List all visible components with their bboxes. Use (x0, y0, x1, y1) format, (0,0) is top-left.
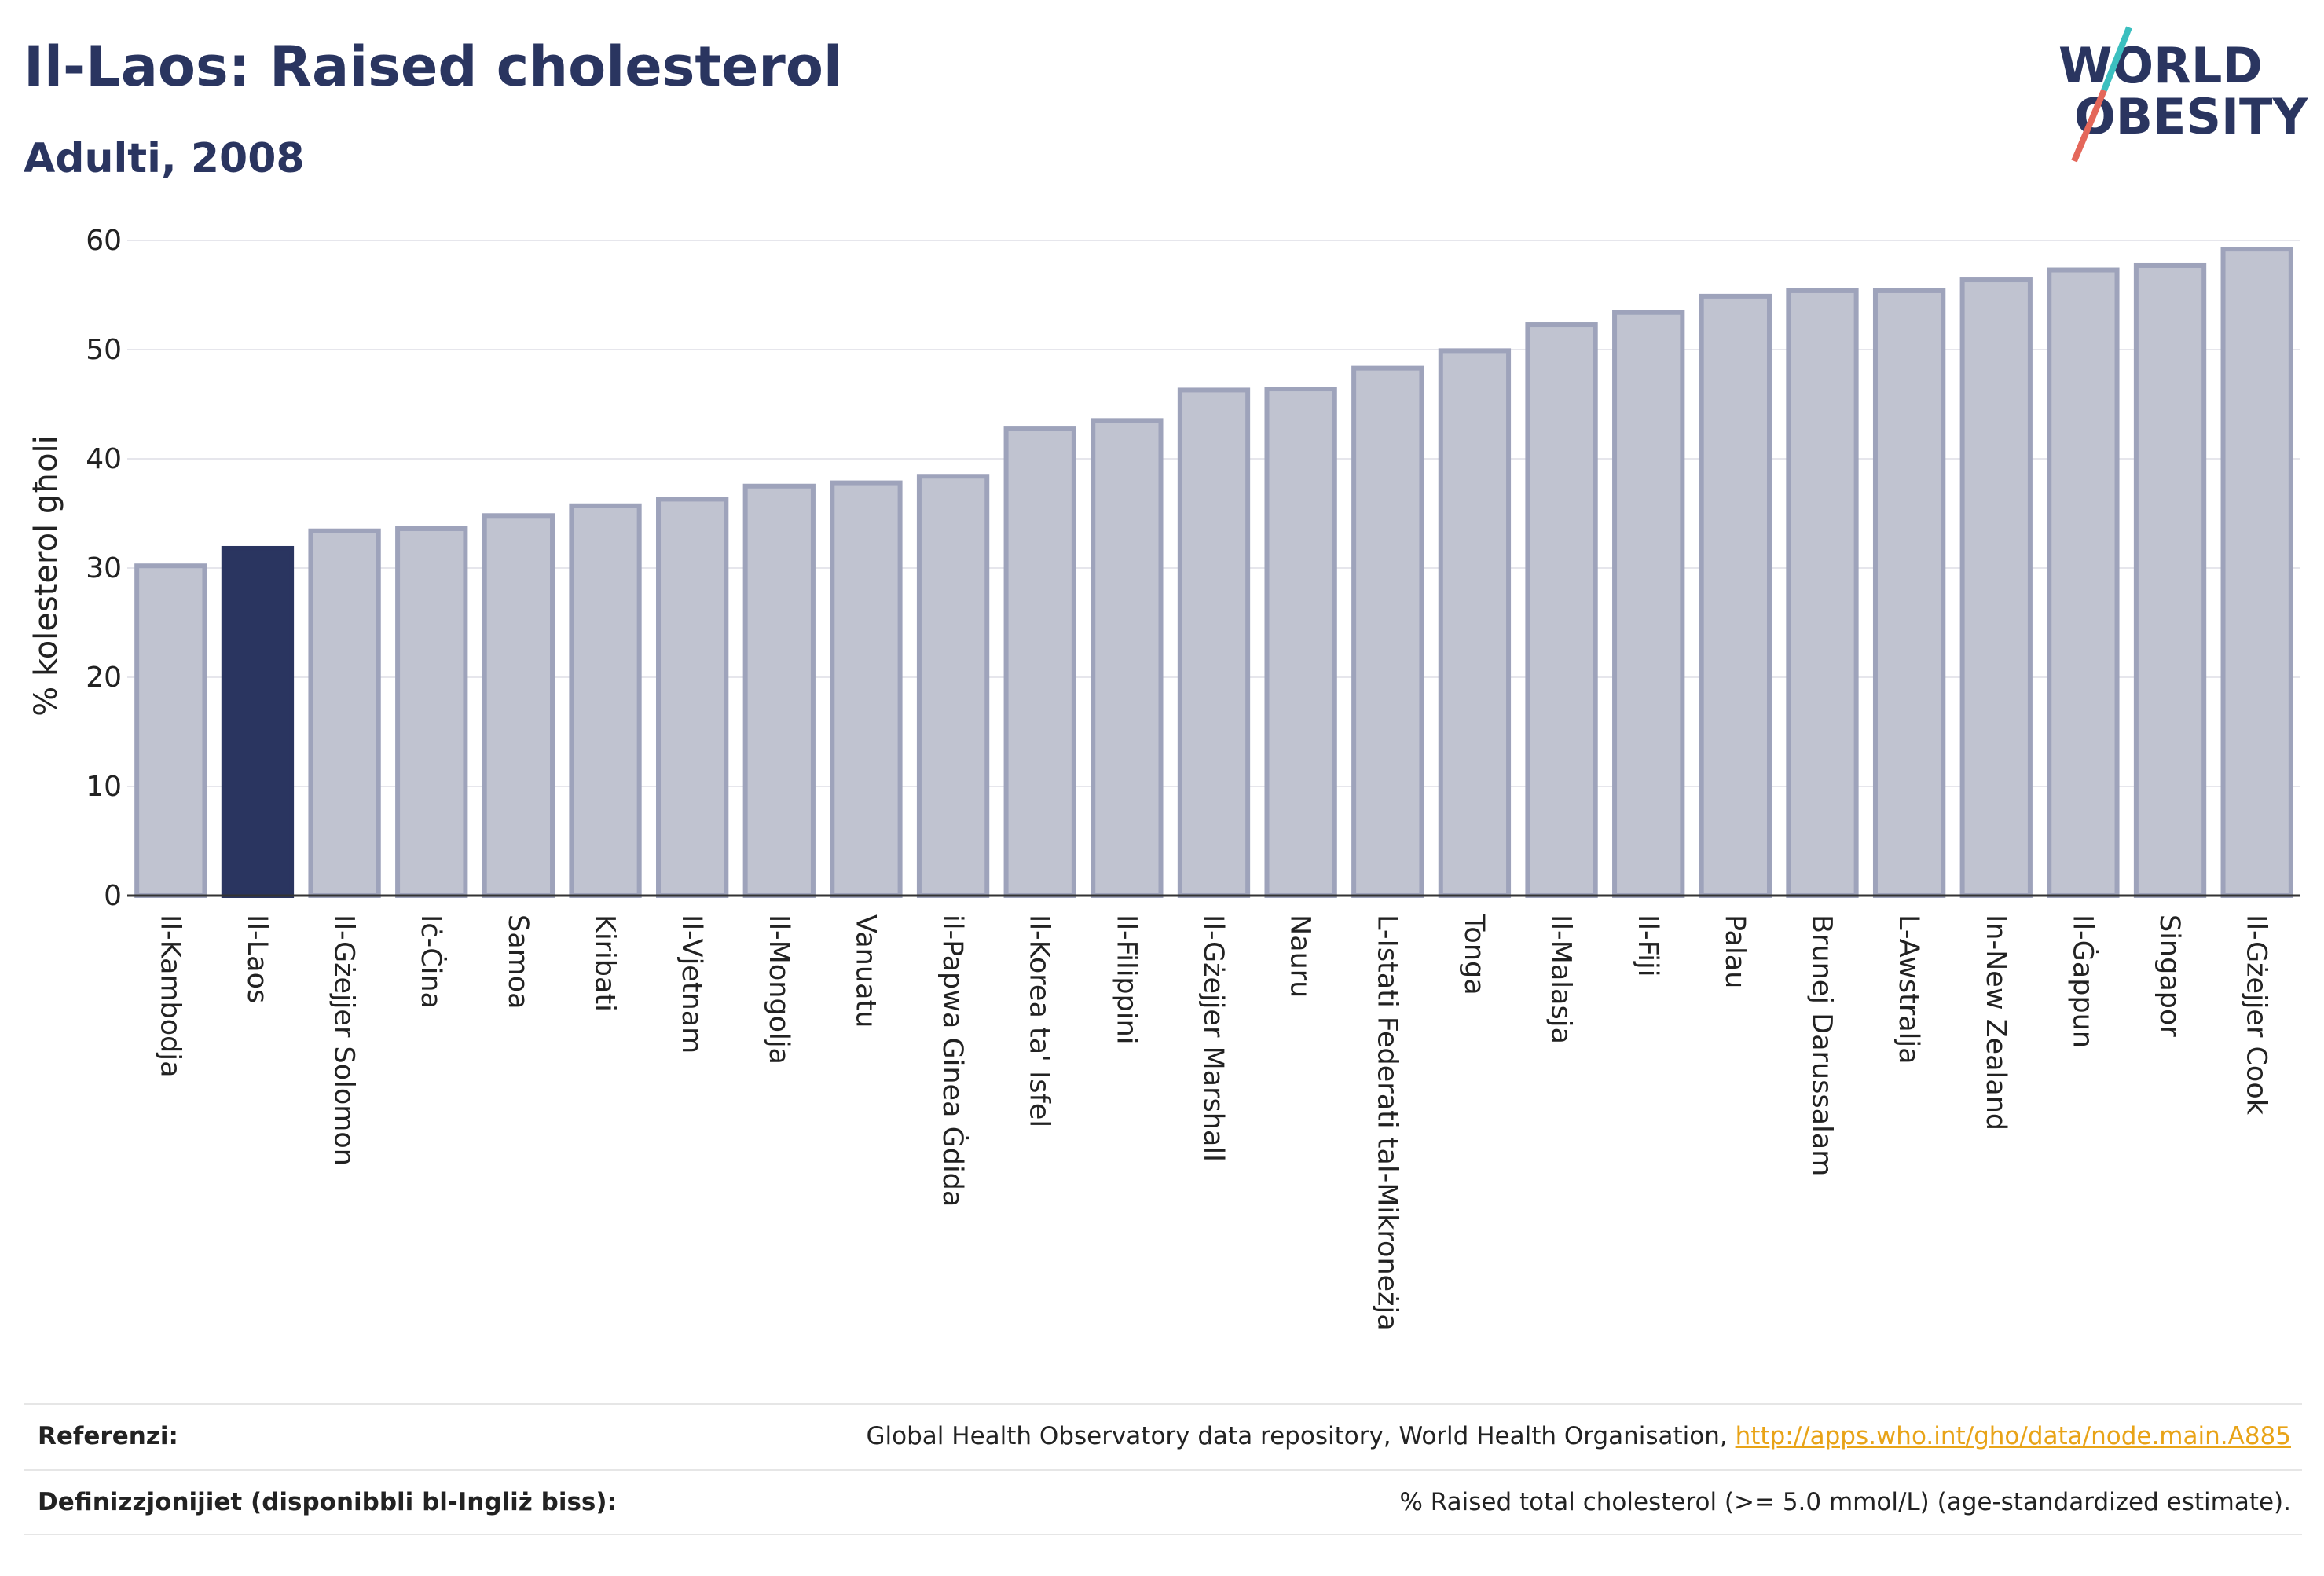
x-tick-label: il-Papwa Ginea Ġdida (937, 914, 970, 1207)
x-tick-label: Iċ-Ċina (415, 914, 448, 1009)
x-tick-label: Il-Gżejjer Solomon (328, 914, 360, 1166)
x-tick-label: Singapor (2154, 914, 2185, 1037)
bar[interactable] (1525, 322, 1598, 898)
footer: Referenzi: Global Health Observatory dat… (24, 1403, 2302, 1535)
x-tick-label: Il-Malasja (1545, 914, 1577, 1044)
bar[interactable] (2220, 247, 2293, 898)
x-tick-label: Il-Mongolja (763, 914, 794, 1065)
bar[interactable] (742, 483, 816, 898)
footer-definitions-row: Definizzjonijiet (disponibbli bl-Ingliż … (24, 1469, 2302, 1534)
bar[interactable] (395, 526, 468, 899)
bar[interactable] (1003, 426, 1076, 898)
bar[interactable] (134, 563, 207, 898)
logo-line1: WORLD (2058, 37, 2263, 94)
bar[interactable] (1177, 387, 1251, 898)
page-title: Il-Laos: Raised cholesterol (24, 35, 842, 99)
bar[interactable] (656, 497, 729, 898)
y-tick-label: 20 (86, 662, 122, 694)
x-tick-label: Il-Kambodja (154, 914, 185, 1078)
x-tick-label: Vanuatu (849, 914, 881, 1028)
page-subtitle: Adulti, 2008 (24, 135, 305, 182)
logo-line2: OBESITY (2074, 88, 2308, 145)
x-tick-label: Nauru (1285, 914, 1316, 998)
bar[interactable] (2047, 267, 2120, 898)
bar[interactable] (1699, 293, 1772, 898)
x-tick-label: Il-Vjetnam (676, 914, 707, 1054)
definitions-value: % Raised total cholesterol (>= 5.0 mmol/… (1399, 1488, 2291, 1516)
x-tick-label: Il-Gżejjer Marshall (1197, 914, 1229, 1162)
bar[interactable] (482, 513, 555, 899)
x-tick-label: In-New Zealand (1980, 914, 2011, 1131)
x-tick-label: Kiribati (589, 914, 621, 1012)
bar[interactable] (1264, 387, 1337, 899)
bar[interactable] (1786, 288, 1859, 898)
y-tick-label: 30 (86, 552, 122, 585)
bar[interactable] (1438, 348, 1512, 898)
y-tick-label: 50 (86, 334, 122, 366)
x-tick-label: Il-Laos (241, 914, 273, 1003)
x-tick-label: Il-Fiji (1632, 914, 1663, 977)
logo-slash-top (2101, 26, 2132, 92)
x-tick-label: Palau (1719, 914, 1750, 988)
bar[interactable] (1872, 288, 1946, 898)
bar[interactable] (1091, 418, 1164, 898)
y-tick-label: 0 (104, 880, 122, 912)
bar[interactable] (830, 480, 903, 898)
x-tick-label: Il-Korea ta' Isfel (1024, 914, 1055, 1127)
x-tick-label: Il-Filippini (1110, 914, 1142, 1045)
y-tick-label: 60 (86, 225, 122, 257)
world-obesity-logo: WORLD OBESITY (2058, 26, 2308, 163)
bar[interactable] (569, 503, 642, 899)
y-tick-label: 10 (86, 771, 122, 803)
x-tick-label: L-Awstralja (1893, 914, 1924, 1065)
x-tick-label: Il-Gżejjer Cook (2241, 914, 2272, 1116)
x-tick-label: Tonga (1458, 914, 1490, 995)
definitions-label: Definizzjonijiet (disponibbli bl-Ingliż … (38, 1488, 617, 1516)
x-axis-ticks: Il-Kambodja Il-Laos Il-Gżejjer Solomon Iċ-Ċ… (154, 914, 2271, 1331)
logo-slash-bottom (2071, 89, 2107, 163)
bar[interactable] (1959, 277, 2033, 899)
x-tick-label: Brunej Darussalam (1805, 914, 1837, 1176)
bar-chart: 0 10 20 30 40 50 60 Il-Kambodja Il-Laos Il-Gżejj… (28, 225, 2300, 1331)
references-link[interactable]: http://apps.who.int/gho/data/node.main.A… (1735, 1422, 2291, 1450)
references-text: Global Health Observatory data repositor… (866, 1422, 1736, 1450)
bar[interactable] (2133, 262, 2207, 899)
references-value: Global Health Observatory data repositor… (867, 1422, 2302, 1450)
x-tick-label: Il-Ġappun (2066, 914, 2099, 1048)
footer-bottom-divider (24, 1534, 2302, 1535)
y-axis-ticks: 0 10 20 30 40 50 60 (86, 225, 122, 912)
bar[interactable] (1612, 310, 1685, 898)
y-tick-label: 40 (86, 443, 122, 475)
bar[interactable] (221, 545, 295, 898)
references-label: Referenzi: (38, 1422, 178, 1450)
footer-references-row: Referenzi: Global Health Observatory dat… (24, 1405, 2302, 1468)
chart-bars (134, 247, 2293, 899)
x-tick-label: L-Istati Federati tal-Mikroneżja (1371, 914, 1402, 1331)
x-tick-label: Samoa (502, 914, 533, 1010)
bar[interactable] (916, 474, 990, 898)
y-axis-label: % kolesterol għoli (28, 435, 64, 717)
bar[interactable] (308, 528, 381, 898)
bar[interactable] (1351, 365, 1424, 898)
